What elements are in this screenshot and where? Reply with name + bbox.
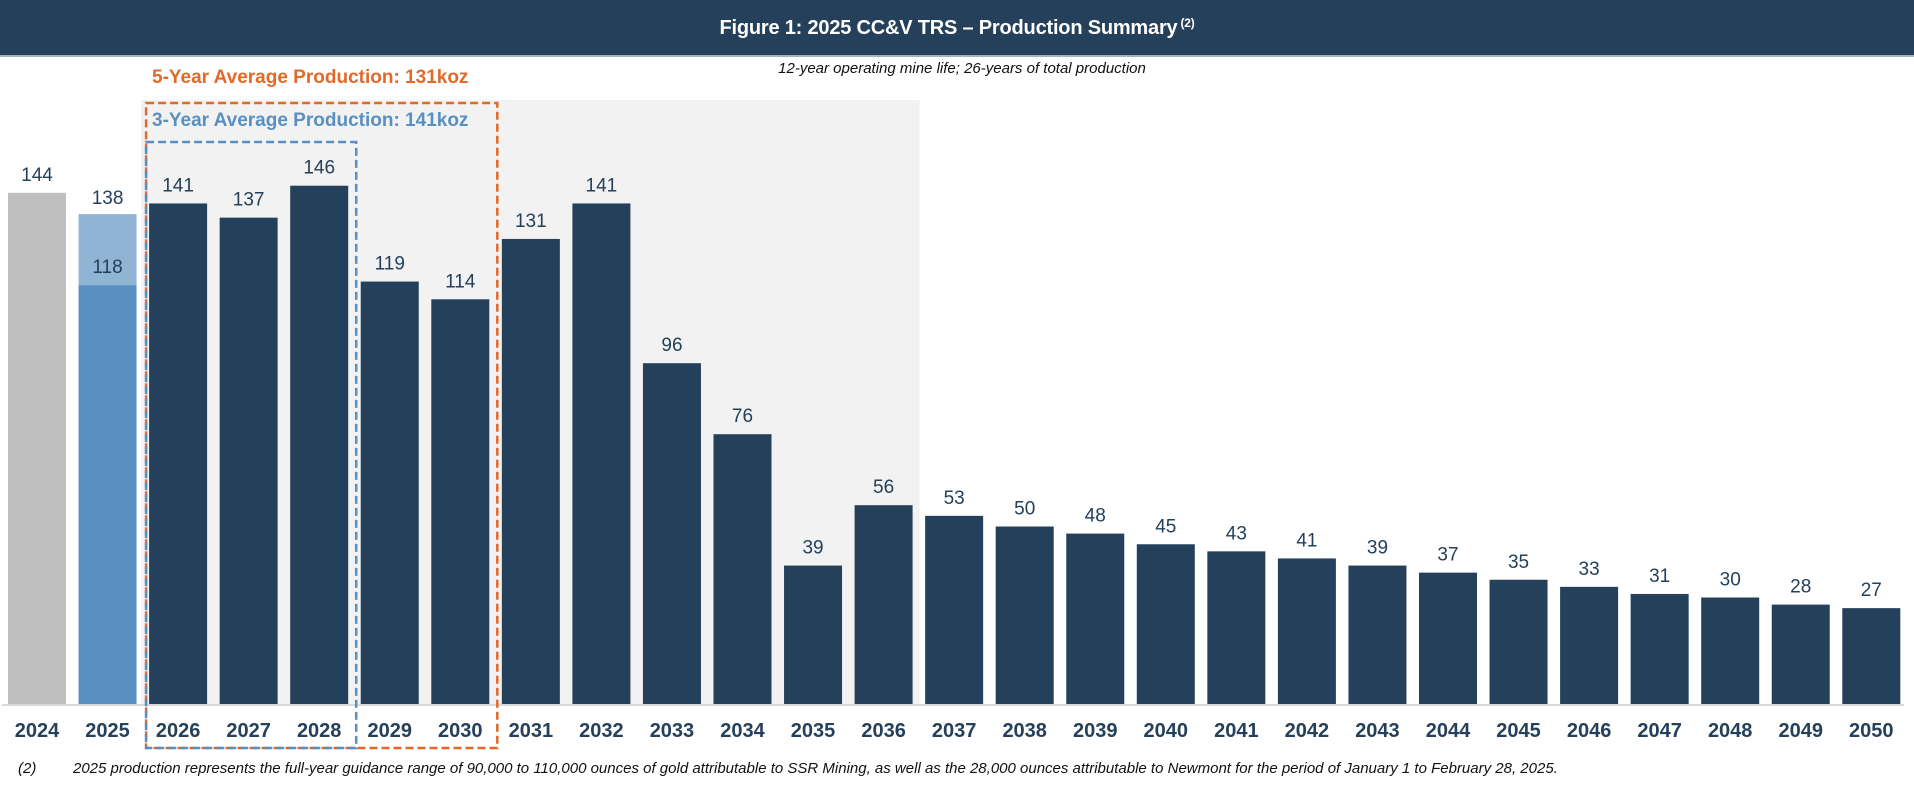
x-tick-2049: 2049 [1779, 720, 1824, 742]
bar-2042 [1277, 558, 1336, 704]
bars-group: 118 [8, 185, 1901, 705]
x-tick-2024: 2024 [15, 720, 60, 742]
x-tick-2027: 2027 [226, 720, 271, 742]
value-label-2027: 137 [233, 190, 265, 211]
three-year-average-label: 3-Year Average Production: 141koz [152, 110, 469, 131]
x-tick-2048: 2048 [1708, 720, 1753, 742]
x-tick-2030: 2030 [438, 720, 483, 742]
x-tick-2042: 2042 [1285, 720, 1330, 742]
bar-2032 [572, 203, 631, 704]
value-label-2046: 33 [1579, 559, 1600, 580]
value-label-2049: 28 [1790, 577, 1811, 598]
x-tick-2050: 2050 [1849, 720, 1894, 742]
value-label-2045: 35 [1508, 552, 1529, 573]
value-label-2039: 48 [1085, 506, 1106, 527]
value-label-2043: 39 [1367, 538, 1388, 559]
five-year-average-label: 5-Year Average Production: 131koz [152, 67, 469, 88]
value-label-2037: 53 [944, 488, 965, 509]
value-label-2035: 39 [802, 538, 823, 559]
value-label-2040: 45 [1155, 516, 1176, 537]
bar-2039 [1066, 533, 1125, 704]
footnote-number: (2) [18, 760, 37, 777]
x-tick-2039: 2039 [1073, 720, 1118, 742]
bar-2043 [1348, 565, 1407, 704]
x-tick-2045: 2045 [1496, 720, 1541, 742]
bar-2044 [1419, 572, 1477, 704]
x-tick-2025: 2025 [85, 720, 130, 742]
bar-2025-high [78, 214, 137, 286]
figure-header: Figure 1: 2025 CC&V TRS – Production Sum… [0, 0, 1914, 57]
value-label-2033: 96 [661, 335, 682, 356]
bar-2050 [1842, 608, 1901, 704]
x-tick-2033: 2033 [650, 720, 695, 742]
footnote: (2) 2025 production represents the full-y… [18, 760, 1558, 777]
figure-title: Figure 1: 2025 CC&V TRS – Production Sum… [719, 15, 1195, 39]
value-label-2028: 146 [303, 158, 335, 179]
x-tick-2043: 2043 [1355, 720, 1400, 742]
x-tick-2040: 2040 [1144, 720, 1189, 742]
x-tick-2035: 2035 [791, 720, 836, 742]
bar-2041 [1207, 551, 1266, 704]
x-tick-2041: 2041 [1214, 720, 1259, 742]
x-tick-2044: 2044 [1426, 720, 1471, 742]
value-label-2047: 31 [1649, 566, 1670, 587]
value-label-2025-high: 138 [92, 188, 124, 209]
bar-2047 [1630, 593, 1689, 704]
bar-2049 [1771, 604, 1830, 704]
bar-2038 [995, 526, 1054, 704]
value-label-2050: 27 [1861, 580, 1882, 601]
x-tick-2031: 2031 [509, 720, 554, 742]
value-label-2042: 41 [1296, 530, 1317, 551]
footnote-ref: (2) [1180, 15, 1195, 30]
x-tick-2038: 2038 [1002, 720, 1047, 742]
chart-subtitle: 12-year operating mine life; 26-years of… [778, 60, 1146, 77]
bar-2029 [360, 281, 419, 704]
bar-2046 [1560, 586, 1619, 704]
x-tick-2029: 2029 [368, 720, 413, 742]
bar-2024 [8, 192, 66, 705]
value-label-2032: 141 [586, 175, 618, 196]
value-label-2041: 43 [1226, 523, 1247, 544]
bar-2037 [925, 515, 984, 704]
x-tick-2037: 2037 [932, 720, 977, 742]
value-label-2031: 131 [515, 211, 547, 232]
x-tick-2026: 2026 [156, 720, 201, 742]
value-label-2029: 119 [375, 254, 405, 275]
x-tick-2034: 2034 [720, 720, 765, 742]
bar-2030 [431, 299, 490, 704]
bar-2048 [1701, 597, 1760, 704]
value-label-2038: 50 [1014, 499, 1035, 520]
x-tick-2032: 2032 [579, 720, 624, 742]
footnote-text: 2025 production represents the full-year… [73, 760, 1558, 777]
bar-2034 [713, 434, 772, 704]
value-labels-group: 144 138 141 137 146 119 114 131 141 96 76 39 56 53 50 4… [21, 158, 1882, 601]
x-tick-2028: 2028 [297, 720, 342, 742]
value-label-2026: 141 [162, 175, 194, 196]
value-label-2034: 76 [732, 406, 753, 427]
value-label-2044: 37 [1437, 545, 1458, 566]
bar-2033 [642, 363, 701, 704]
bar-2036 [854, 505, 913, 704]
bar-2040 [1136, 544, 1195, 704]
value-label-2030: 114 [445, 271, 476, 292]
value-label-2036: 56 [873, 477, 894, 498]
value-label-2025-low: 118 [92, 257, 122, 278]
bar-2035 [784, 565, 843, 704]
value-label-2048: 30 [1720, 570, 1741, 591]
value-label-2024: 144 [21, 165, 53, 186]
bar-2045 [1489, 579, 1548, 704]
bar-2031 [501, 238, 560, 704]
bar-2026 [149, 203, 208, 704]
x-tick-2047: 2047 [1637, 720, 1682, 742]
x-tick-labels-group: 2024 2025 2026 2027 2028 2029 2030 2031 2032 2033… [15, 720, 1894, 742]
bar-2027 [219, 217, 278, 704]
x-tick-2036: 2036 [861, 720, 906, 742]
bar-2025-low [78, 285, 137, 704]
x-tick-2046: 2046 [1567, 720, 1612, 742]
bar-2028 [290, 185, 349, 704]
